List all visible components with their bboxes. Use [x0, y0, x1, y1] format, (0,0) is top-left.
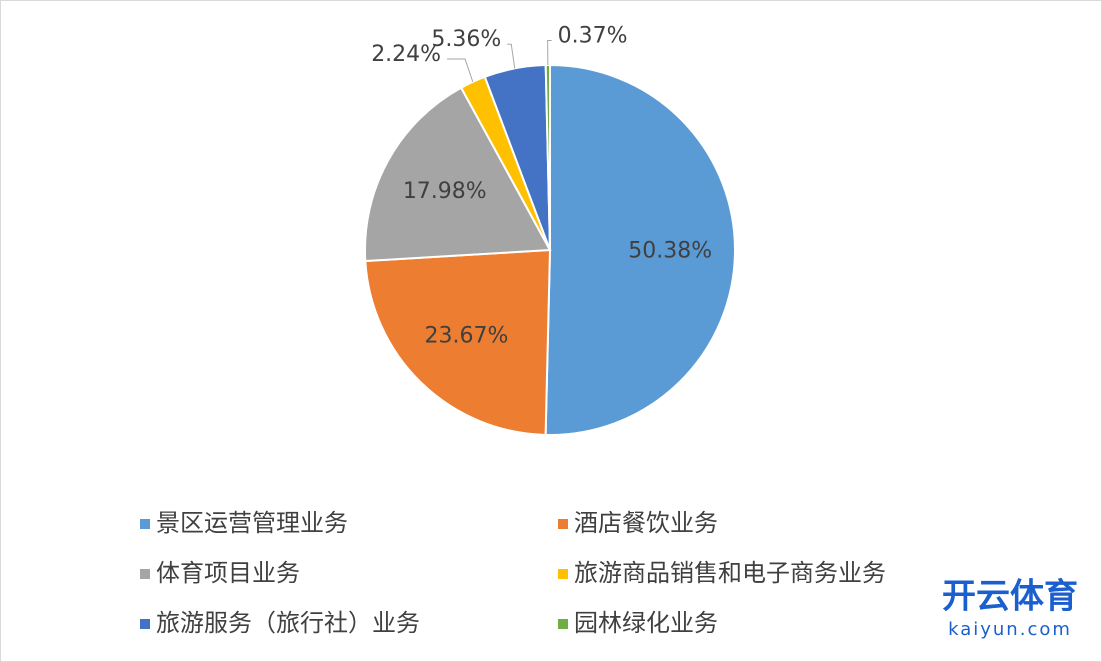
leader-line [547, 40, 552, 66]
pie-slice [363, 86, 552, 263]
legend-label: 酒店餐饮业务 [574, 509, 718, 537]
leader-line [507, 43, 516, 69]
data-label: 17.98% [403, 179, 487, 204]
pie-slice [364, 248, 552, 436]
legend-label: 景区运营管理业务 [156, 509, 348, 537]
pie-slice [544, 63, 736, 436]
watermark-url: kaiyun.com [948, 619, 1072, 640]
legend-swatch [558, 519, 568, 529]
leader-line [447, 58, 474, 83]
data-label: 50.38% [628, 238, 712, 263]
legend-swatch [140, 619, 150, 629]
legend-label: 体育项目业务 [156, 559, 300, 587]
legend-swatch [140, 519, 150, 529]
legend-swatch [558, 619, 568, 629]
data-label: 23.67% [425, 324, 509, 349]
data-label: 5.36% [431, 27, 501, 52]
legend-swatch [140, 569, 150, 579]
data-label: 2.24% [371, 42, 441, 67]
pie: 50.38% 23.67% 17.98% 2.24%5.36% 0.37% [363, 24, 736, 436]
legend-label: 旅游商品销售和电子商务业务 [574, 559, 886, 587]
legend-label: 旅游服务（旅行社）业务 [156, 609, 420, 637]
pie-slice [544, 63, 551, 251]
data-label: 0.37% [558, 24, 628, 49]
watermark-title: 开云体育 [942, 577, 1078, 617]
legend-label: 园林绿化业务 [574, 609, 718, 637]
legend-swatch [558, 569, 568, 579]
